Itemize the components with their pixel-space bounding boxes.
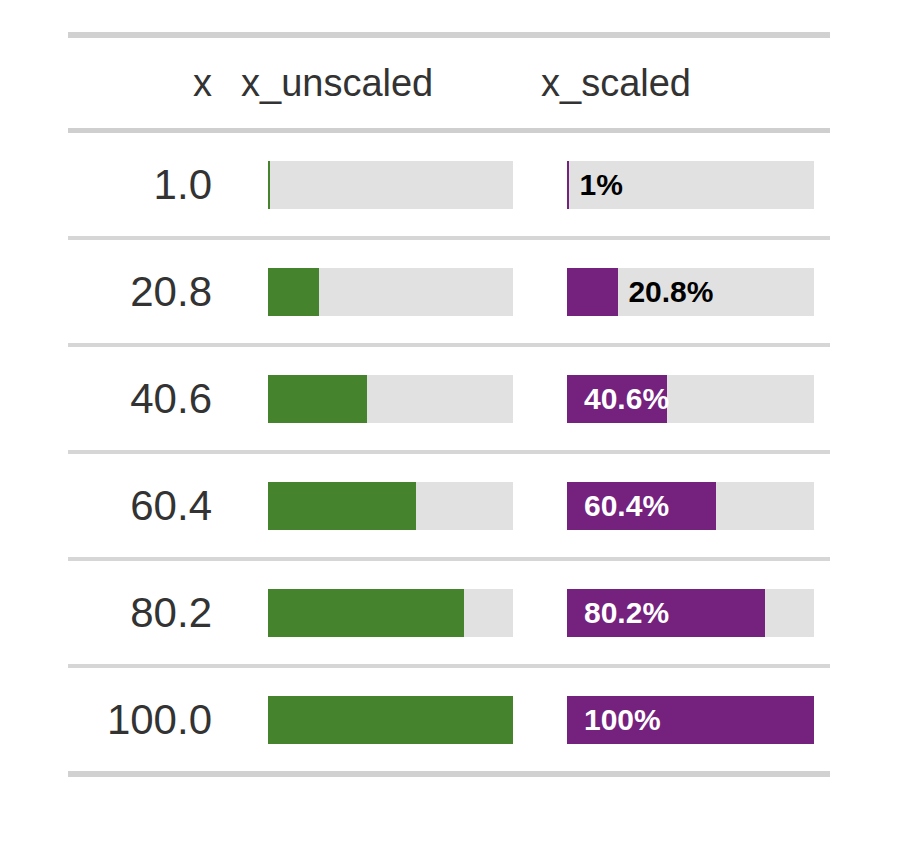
x-scaled-bar-cell: 60.4%	[528, 452, 830, 559]
x-value-cell: 60.4	[68, 452, 228, 559]
scaled-bar-track: 40.6%	[567, 375, 814, 423]
x-value-cell: 100.0	[68, 666, 228, 774]
scaled-bar-label: 80.2%	[584, 598, 669, 628]
table-row: 40.6 40.6%	[68, 345, 830, 452]
table-row: 80.2 80.2%	[68, 559, 830, 666]
x-scaled-bar-cell: 80.2%	[528, 559, 830, 666]
table-row: 100.0 100%	[68, 666, 830, 774]
scaled-bar-track: 60.4%	[567, 482, 814, 530]
unscaled-bar-fill	[268, 696, 513, 744]
scaled-bar-track: 1%	[567, 161, 814, 209]
table-row: 60.4 60.4%	[68, 452, 830, 559]
table-header: x x_unscaled x_scaled	[68, 35, 830, 131]
unscaled-bar-fill	[268, 161, 270, 209]
x-scaled-bar-cell: 40.6%	[528, 345, 830, 452]
x-unscaled-bar-cell	[228, 452, 528, 559]
table-row: 20.8 20.8%	[68, 238, 830, 345]
scaled-bar-label: 40.6%	[584, 384, 669, 414]
scaled-bar-track: 100%	[567, 696, 814, 744]
scaled-bar-label: 100%	[584, 705, 661, 735]
x-value-cell: 80.2	[68, 559, 228, 666]
x-value-cell: 1.0	[68, 131, 228, 239]
x-unscaled-bar-cell	[228, 131, 528, 239]
table-row: 1.0 1%	[68, 131, 830, 239]
x-scaled-bar-cell: 1%	[528, 131, 830, 239]
x-unscaled-bar-cell	[228, 666, 528, 774]
unscaled-bar-track	[268, 268, 513, 316]
x-unscaled-bar-cell	[228, 559, 528, 666]
unscaled-bar-fill	[268, 375, 367, 423]
scaled-bar-track: 20.8%	[567, 268, 814, 316]
x-value-cell: 40.6	[68, 345, 228, 452]
scaled-bar-fill	[567, 161, 569, 209]
unscaled-bar-track	[268, 482, 513, 530]
unscaled-bar-track	[268, 161, 513, 209]
unscaled-bar-fill	[268, 268, 319, 316]
unscaled-bar-track	[268, 375, 513, 423]
percent-bar-table: x x_unscaled x_scaled 1.0 1% 20.8 20.8% 40.6…	[68, 32, 830, 777]
x-value-cell: 20.8	[68, 238, 228, 345]
scaled-bar-label: 1%	[579, 170, 622, 200]
x-scaled-bar-cell: 100%	[528, 666, 830, 774]
column-header-x-scaled: x_scaled	[528, 35, 830, 131]
unscaled-bar-fill	[268, 482, 416, 530]
scaled-bar-label: 20.8%	[628, 277, 713, 307]
x-unscaled-bar-cell	[228, 238, 528, 345]
scaled-bar-track: 80.2%	[567, 589, 814, 637]
x-scaled-bar-cell: 20.8%	[528, 238, 830, 345]
scaled-bar-label: 60.4%	[584, 491, 669, 521]
scaled-bar-fill	[567, 268, 618, 316]
table-body: 1.01%20.820.8%40.640.6%60.460.4%80.280.2…	[68, 131, 830, 775]
column-header-x: x	[68, 35, 228, 131]
unscaled-bar-track	[268, 696, 513, 744]
x-unscaled-bar-cell	[228, 345, 528, 452]
unscaled-bar-fill	[268, 589, 464, 637]
header-row: x x_unscaled x_scaled	[68, 35, 830, 131]
unscaled-bar-track	[268, 589, 513, 637]
column-header-x-unscaled: x_unscaled	[228, 35, 528, 131]
